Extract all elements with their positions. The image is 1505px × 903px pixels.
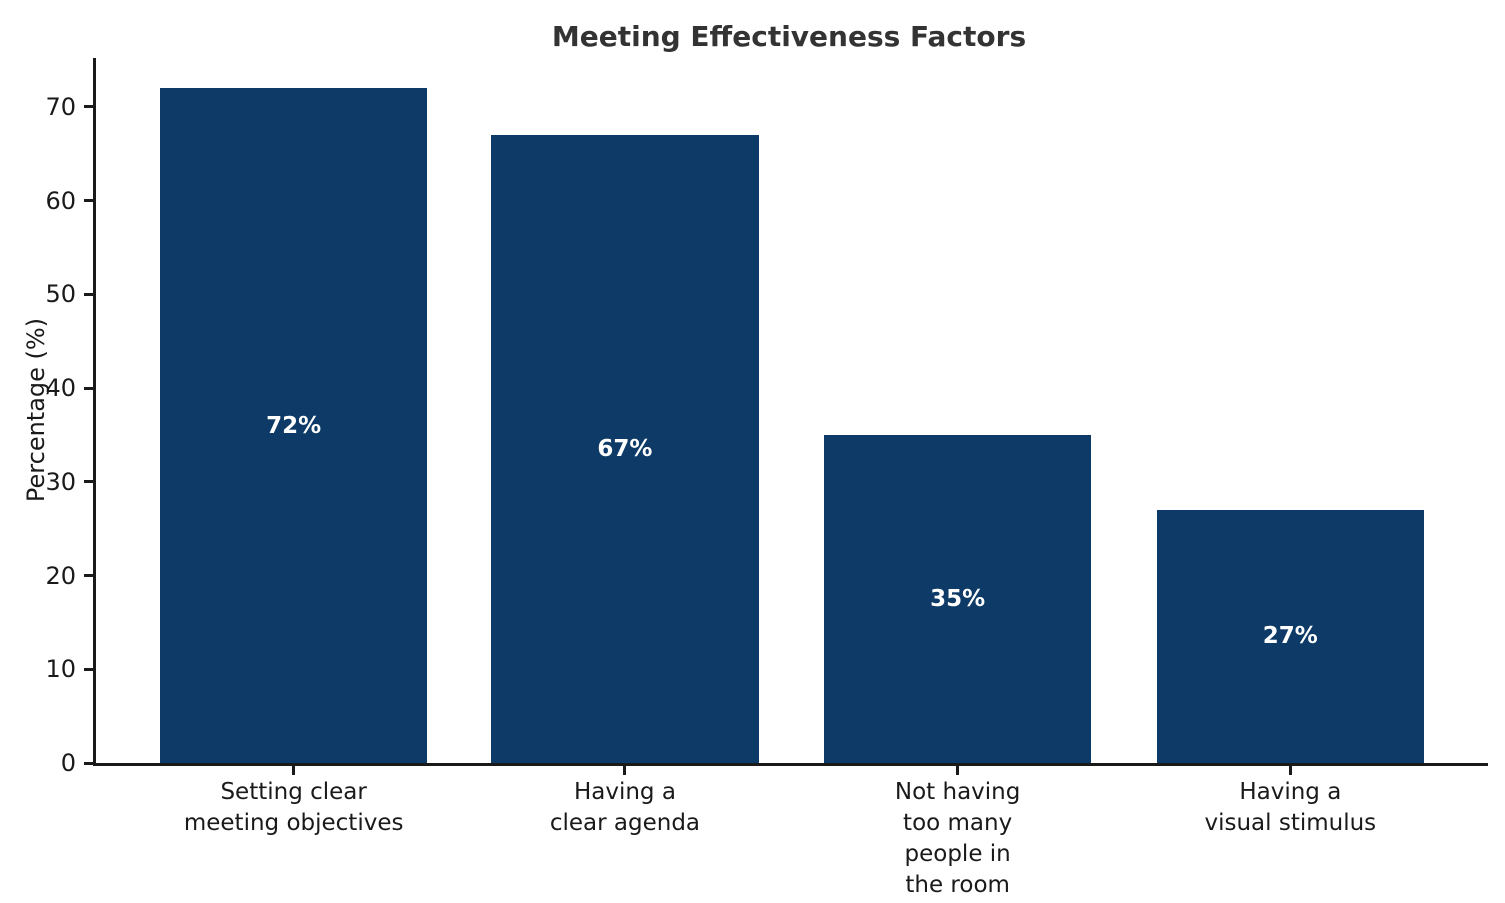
- y-tick-mark: [84, 574, 93, 577]
- bar: [1156, 509, 1424, 763]
- y-tick-label: 20: [45, 561, 76, 590]
- bar-value-label: 27%: [1262, 623, 1318, 650]
- y-tick-mark: [84, 292, 93, 296]
- y-tick-mark: [84, 480, 93, 484]
- y-tick-label: 50: [45, 280, 76, 309]
- y-tick-mark: [84, 667, 93, 671]
- y-tick-mark: [84, 105, 93, 109]
- y-tick-label: 10: [45, 655, 76, 684]
- x-tick-mark: [623, 766, 627, 775]
- x-tick-mark: [292, 766, 296, 775]
- x-tick-mark: [956, 766, 960, 775]
- x-tick-label: Having a visual stimulus: [1204, 779, 1377, 837]
- y-tick-label: 70: [45, 92, 76, 121]
- chart-title: Meeting Effectiveness Factors: [551, 20, 1027, 53]
- y-tick-label: 30: [45, 467, 76, 496]
- bar-value-label: 67%: [597, 435, 653, 462]
- bar-value-label: 35%: [930, 585, 986, 612]
- y-tick-mark: [84, 386, 93, 390]
- y-tick-mark: [84, 199, 93, 202]
- bar: [824, 434, 1092, 763]
- y-tick-label: 0: [60, 749, 76, 777]
- y-tick-mark: [84, 761, 93, 765]
- y-tick-label: 60: [45, 186, 76, 215]
- x-tick-mark: [1288, 766, 1292, 775]
- plot-area: 0 10 20 30 40 50 60 70 72% Setting clear meeting …: [45, 58, 1488, 898]
- x-tick-label: Having a clear agenda: [549, 779, 701, 837]
- x-tick-label: Setting clear meeting objectives: [183, 779, 404, 837]
- bar-value-label: 72%: [266, 412, 322, 439]
- bar: [491, 134, 759, 763]
- bar: [160, 88, 428, 763]
- y-tick-label: 40: [45, 374, 76, 402]
- x-tick-label: Not having too many people in the room: [894, 779, 1021, 899]
